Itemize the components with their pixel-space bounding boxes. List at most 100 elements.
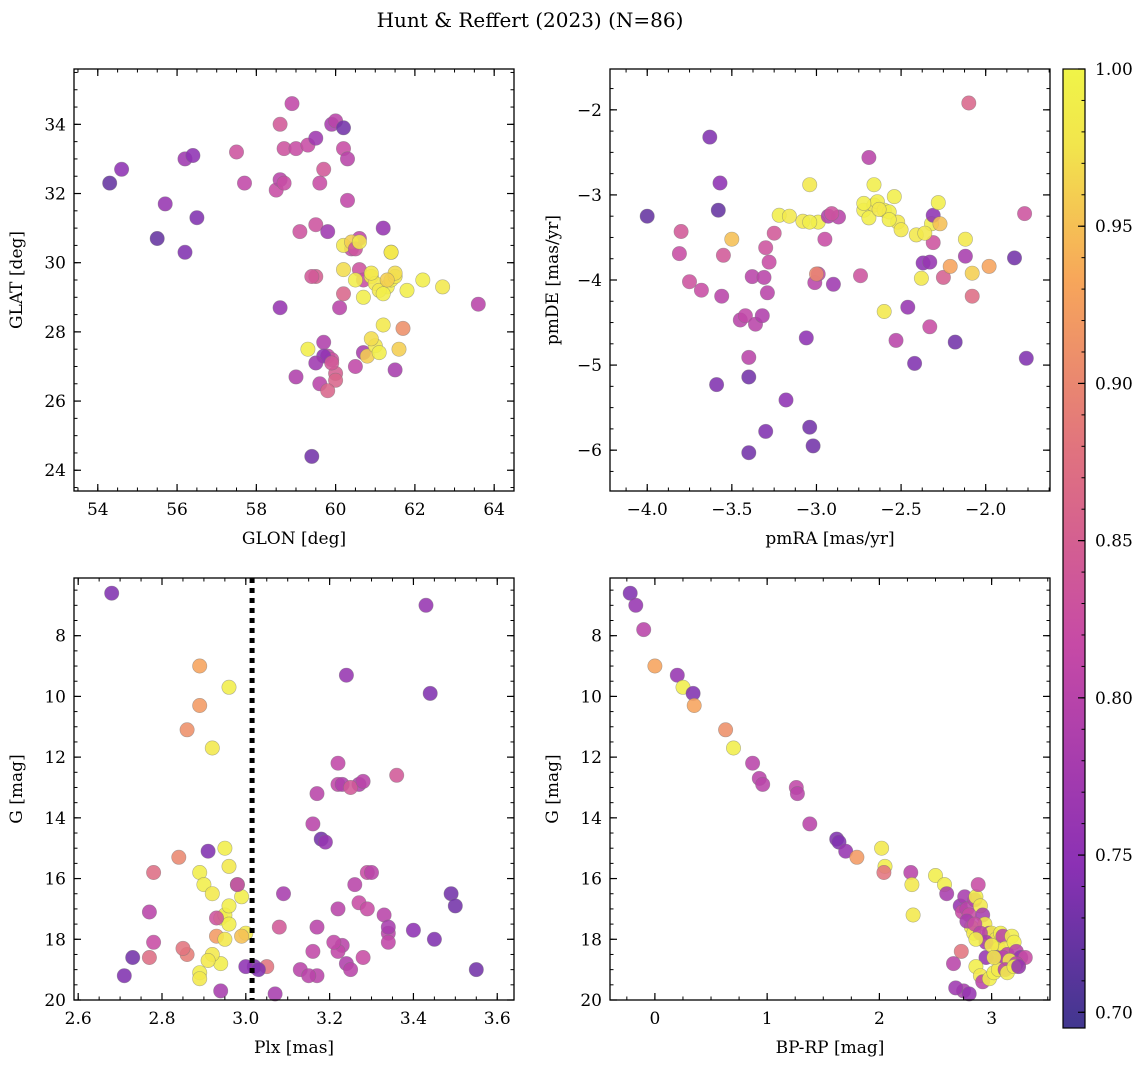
y-tick-label: 8	[55, 627, 66, 647]
data-point	[234, 928, 250, 944]
data-point	[712, 175, 728, 191]
data-point	[468, 962, 484, 978]
y-tick-label: 12	[44, 748, 66, 768]
data-point	[681, 274, 697, 290]
y-tick-label: 20	[580, 991, 602, 1011]
data-point	[724, 231, 740, 247]
data-point	[945, 956, 961, 972]
data-point	[380, 934, 396, 950]
x-tick-label: −4.0	[627, 500, 668, 520]
x-tick-label: 3.0	[232, 1009, 259, 1029]
data-point	[308, 217, 324, 233]
data-point	[125, 949, 141, 965]
data-point	[304, 268, 320, 284]
colorbar-tick-label: 0.85	[1095, 532, 1133, 552]
data-point	[332, 300, 348, 316]
data-point	[737, 308, 753, 324]
data-point	[913, 270, 929, 286]
y-tick-label: 32	[44, 185, 66, 205]
data-point	[399, 282, 415, 298]
data-point	[866, 177, 882, 193]
data-point	[470, 296, 486, 312]
data-point	[328, 372, 344, 388]
data-point	[102, 175, 118, 191]
data-point	[320, 224, 336, 240]
data-point	[904, 877, 920, 893]
data-point	[405, 922, 421, 938]
data-point	[447, 898, 463, 914]
data-point	[817, 231, 833, 247]
data-point	[415, 272, 431, 288]
data-point	[104, 585, 120, 601]
points-sky	[102, 96, 486, 464]
data-point	[221, 858, 237, 874]
data-point	[157, 196, 173, 212]
panel-pm: −4.0 −3.5 −3.0 −2.5 −2.0 −6 −5 −4 −3 −2 pmRA [mas/…	[543, 68, 1051, 549]
data-point	[343, 779, 359, 795]
data-point	[702, 129, 718, 145]
y-tick-label: 18	[580, 930, 602, 950]
data-point	[204, 886, 220, 902]
x-tick-label: 3.6	[484, 1009, 511, 1029]
colorbar-tick-label: 0.75	[1095, 846, 1133, 866]
data-point	[141, 949, 157, 965]
data-point	[292, 224, 308, 240]
data-point	[932, 216, 948, 232]
y-tick-label: −5	[577, 356, 602, 376]
x-tick-label: 2.8	[148, 1009, 175, 1029]
data-point	[805, 438, 821, 454]
data-point	[948, 980, 964, 996]
data-point	[309, 919, 325, 935]
data-point	[229, 877, 245, 893]
data-point	[907, 355, 923, 371]
data-point	[192, 658, 208, 674]
data-point	[146, 934, 162, 950]
data-point	[741, 349, 757, 365]
x-tick-label: 54	[87, 500, 109, 520]
data-point	[185, 148, 201, 164]
data-point	[347, 358, 363, 374]
data-point	[970, 877, 986, 893]
x-tick-label: 1	[762, 1009, 773, 1029]
data-point	[922, 319, 938, 335]
y-tick-label: 16	[44, 870, 66, 890]
data-point	[876, 864, 892, 880]
points-plx	[104, 585, 484, 1002]
data-point	[756, 269, 772, 285]
data-point	[192, 697, 208, 713]
data-point	[808, 266, 824, 282]
x-tick-label: 0	[649, 1009, 660, 1029]
data-point	[326, 934, 342, 950]
data-point	[1011, 959, 1027, 975]
data-point	[852, 268, 868, 284]
data-point	[825, 276, 841, 292]
x-tick-label: −3.5	[711, 500, 752, 520]
x-tick-label: 64	[483, 500, 505, 520]
data-point	[379, 272, 395, 288]
x-tick-label: 3	[986, 1009, 997, 1029]
y-tick-label: 14	[44, 809, 66, 829]
data-point	[355, 773, 371, 789]
y-tick-label: 10	[580, 687, 602, 707]
data-point	[375, 220, 391, 236]
data-point	[876, 303, 892, 319]
data-point	[647, 658, 663, 674]
y-axis-label: G [mag]	[543, 754, 563, 823]
data-point	[964, 288, 980, 304]
panel-plx: 2.6 2.8 3.0 3.2 3.4 3.6 8 10 12 14 16 18 20 Plx [mas]…	[7, 577, 515, 1058]
data-point	[964, 265, 980, 281]
x-tick-label: 2	[874, 1009, 885, 1029]
data-point	[718, 722, 734, 738]
data-point	[925, 235, 941, 251]
data-point	[886, 189, 902, 205]
data-point	[213, 983, 229, 999]
data-point	[715, 247, 731, 263]
data-point	[339, 192, 355, 208]
x-tick-label: 2.6	[65, 1009, 92, 1029]
data-point	[861, 210, 877, 226]
data-point	[758, 423, 774, 439]
data-point	[673, 224, 689, 240]
data-point	[237, 175, 253, 191]
data-point	[300, 341, 316, 357]
